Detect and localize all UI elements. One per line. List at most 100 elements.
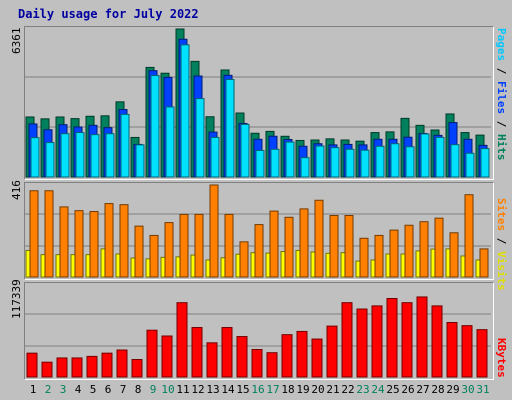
legend-sep: / — [495, 231, 508, 251]
pages-bar — [435, 136, 445, 178]
sites-bar — [104, 203, 114, 278]
kbytes-bar — [326, 325, 338, 378]
sites-bar — [284, 216, 294, 278]
pages-bar — [150, 75, 160, 178]
day-label: 10 — [161, 383, 174, 396]
day-label: 11 — [176, 383, 189, 396]
day-label: 26 — [401, 383, 414, 396]
day-label: 3 — [60, 383, 67, 396]
pages-bar — [285, 141, 295, 178]
day-label: 5 — [90, 383, 97, 396]
sites-bar — [314, 199, 324, 278]
sites-bar — [449, 232, 459, 278]
pages-bar — [450, 144, 460, 178]
pages-bar — [120, 113, 130, 178]
legend-files: Files — [495, 81, 508, 115]
top-panel-legend: Pages / Files / Hits — [495, 28, 508, 161]
sites-bar — [149, 234, 159, 278]
legend-sites: Sites — [495, 198, 508, 232]
kbytes-bar — [221, 327, 233, 378]
pages-bar — [195, 98, 205, 178]
sites-bar — [344, 215, 354, 278]
pages-bar — [105, 133, 115, 178]
pages-bar — [255, 149, 265, 178]
day-label: 28 — [431, 383, 444, 396]
kbytes-bar — [26, 352, 38, 378]
day-label: 30 — [461, 383, 474, 396]
pages-bar — [240, 123, 250, 178]
pages-bar — [30, 137, 40, 178]
legend-visits: Visits — [495, 251, 508, 291]
kbytes-bar — [281, 334, 293, 378]
bot-panel-legend: KBytes — [495, 338, 508, 378]
pages-bar — [90, 134, 100, 178]
kbytes-bar — [41, 361, 53, 378]
day-label: 19 — [296, 383, 309, 396]
day-label: 12 — [191, 383, 204, 396]
sites-bar — [464, 194, 474, 278]
kbytes-bar — [71, 357, 83, 378]
kbytes-bar — [131, 359, 143, 378]
sites-bar — [74, 210, 84, 278]
kbytes-bar — [431, 305, 443, 378]
pages-bar — [135, 144, 145, 178]
sites-bar — [164, 222, 174, 278]
kbytes-bar — [311, 338, 323, 378]
kbytes-bar — [386, 298, 398, 378]
sites-bar — [89, 211, 99, 278]
pages-bar — [480, 148, 490, 178]
pages-bar — [345, 148, 355, 178]
kbytes-bar — [476, 329, 488, 378]
sites-bar — [134, 225, 144, 278]
day-label: 17 — [266, 383, 279, 396]
sites-bar — [194, 213, 204, 278]
sites-bar — [299, 208, 309, 278]
pages-bar — [375, 145, 385, 178]
kbytes-bar — [356, 308, 368, 378]
day-label: 6 — [105, 383, 112, 396]
day-label: 8 — [135, 383, 142, 396]
day-label: 25 — [386, 383, 399, 396]
sites-bar — [44, 190, 54, 278]
legend-sep: / — [495, 114, 508, 134]
day-label: 29 — [446, 383, 459, 396]
pages-bar — [330, 147, 340, 178]
kbytes-bar — [251, 348, 263, 378]
pages-bar — [405, 146, 415, 178]
sites-bar — [389, 229, 399, 278]
kbytes-bar — [236, 336, 248, 378]
day-label: 4 — [75, 383, 82, 396]
kbytes-bar — [161, 335, 173, 378]
pages-bar — [180, 44, 190, 178]
kbytes-bar — [206, 342, 218, 378]
pages-bar — [300, 157, 310, 178]
pages-bar — [270, 148, 280, 178]
sites-bar — [479, 248, 489, 278]
pages-bar — [420, 133, 430, 178]
kbytes-bar — [296, 330, 308, 378]
day-label: 22 — [341, 383, 354, 396]
pages-bar — [225, 79, 235, 178]
kbytes-bar — [116, 349, 128, 378]
pages-bar — [60, 133, 70, 178]
sites-bar — [254, 224, 264, 278]
sites-bar — [179, 213, 189, 278]
day-label: 31 — [476, 383, 489, 396]
day-label: 21 — [326, 383, 339, 396]
kbytes-bar — [401, 302, 413, 378]
sites-bar — [209, 184, 219, 278]
day-label: 27 — [416, 383, 429, 396]
kbytes-bar — [446, 322, 458, 378]
pages-bar — [75, 132, 85, 178]
sites-bar — [359, 237, 369, 278]
day-label: 13 — [206, 383, 219, 396]
kbytes-bar — [461, 325, 473, 378]
day-label: 16 — [251, 383, 264, 396]
kbytes-bar — [101, 352, 113, 378]
legend-kbytes: KBytes — [495, 338, 508, 378]
day-label: 23 — [356, 383, 369, 396]
day-label: 7 — [120, 383, 127, 396]
sites-bar — [119, 204, 129, 278]
legend-pages: Pages — [495, 28, 508, 62]
